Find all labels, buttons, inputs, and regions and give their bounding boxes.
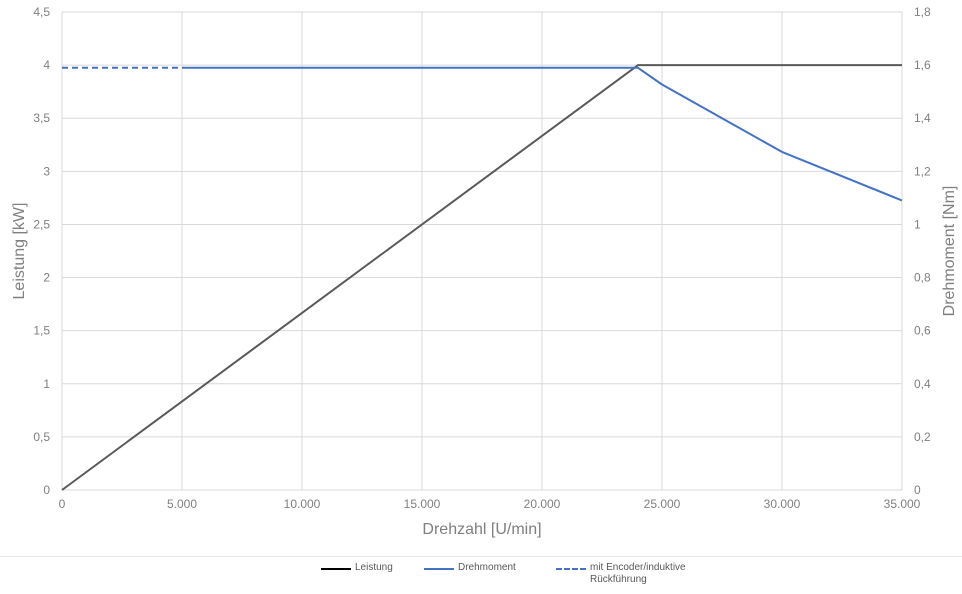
vertical-gridlines (61, 12, 903, 490)
left-tick-label: 2 (43, 271, 50, 285)
right-tick-label: 1,8 (914, 5, 931, 19)
right-axis-title: Drehmoment [Nm] (941, 186, 958, 317)
legend-swatch-encoder (556, 568, 586, 570)
x-tick-label: 35.000 (884, 497, 921, 511)
legend-label-leistung: Leistung (355, 562, 393, 573)
legend-label-encoder: mit Encoder/induktive Rückführung (590, 562, 686, 585)
series-layer (61, 64, 903, 491)
x-tick-label: 10.000 (284, 497, 321, 511)
left-axis-title: Leistung [kW] (11, 203, 28, 300)
chart: 0 5.000 10.000 15.000 20.000 25.000 30.000 35.0… (11, 5, 958, 538)
x-tick-label: 20.000 (524, 497, 561, 511)
right-tick-label: 0,4 (914, 377, 931, 391)
legend-swatch-leistung (321, 568, 351, 570)
right-tick-label: 0 (914, 483, 921, 497)
legend-divider (0, 556, 962, 557)
horizontal-gridlines (62, 11, 902, 491)
left-axis-tick-labels: 0 0,5 1 1,5 2 2,5 3 3,5 4 4,5 (33, 5, 50, 497)
left-tick-label: 4 (43, 58, 50, 72)
series-line-leistung (61, 64, 902, 491)
left-tick-label: 3,5 (33, 111, 50, 125)
right-tick-label: 0,2 (914, 430, 931, 444)
x-tick-label: 25.000 (644, 497, 681, 511)
x-axis-tick-labels: 0 5.000 10.000 15.000 20.000 25.000 30.000 35.0… (59, 497, 921, 511)
right-tick-label: 1,6 (914, 58, 931, 72)
left-tick-label: 1 (43, 377, 50, 391)
legend-item-drehmoment: Drehmoment (424, 562, 516, 574)
x-tick-label: 30.000 (764, 497, 801, 511)
x-tick-label: 5.000 (167, 497, 197, 511)
right-axis-tick-labels: 0 0,2 0,4 0,6 0,8 1 1,2 1,4 1,6 1,8 (914, 5, 931, 497)
left-tick-label: 3 (43, 164, 50, 178)
legend-label-drehmoment: Drehmoment (458, 562, 516, 573)
right-tick-label: 0,6 (914, 324, 931, 338)
x-axis-title: Drehzahl [U/min] (422, 521, 541, 538)
right-tick-label: 0,8 (914, 271, 931, 285)
right-tick-label: 1,2 (914, 164, 931, 178)
left-tick-label: 0,5 (33, 430, 50, 444)
legend-swatch-drehmoment (424, 568, 454, 570)
left-tick-label: 1,5 (33, 324, 50, 338)
right-tick-label: 1 (914, 217, 921, 231)
x-tick-label: 15.000 (404, 497, 441, 511)
left-tick-label: 0 (43, 483, 50, 497)
series-line-drehmoment (182, 66, 903, 202)
legend-item-leistung: Leistung (321, 562, 393, 574)
left-tick-label: 2,5 (33, 217, 50, 231)
legend: Leistung Drehmoment mit Encoder/induktiv… (0, 562, 962, 594)
x-tick-label: 0 (59, 497, 66, 511)
legend-item-encoder: mit Encoder/induktive Rückführung (556, 562, 710, 586)
left-tick-label: 4,5 (33, 5, 50, 19)
right-tick-label: 1,4 (914, 111, 931, 125)
